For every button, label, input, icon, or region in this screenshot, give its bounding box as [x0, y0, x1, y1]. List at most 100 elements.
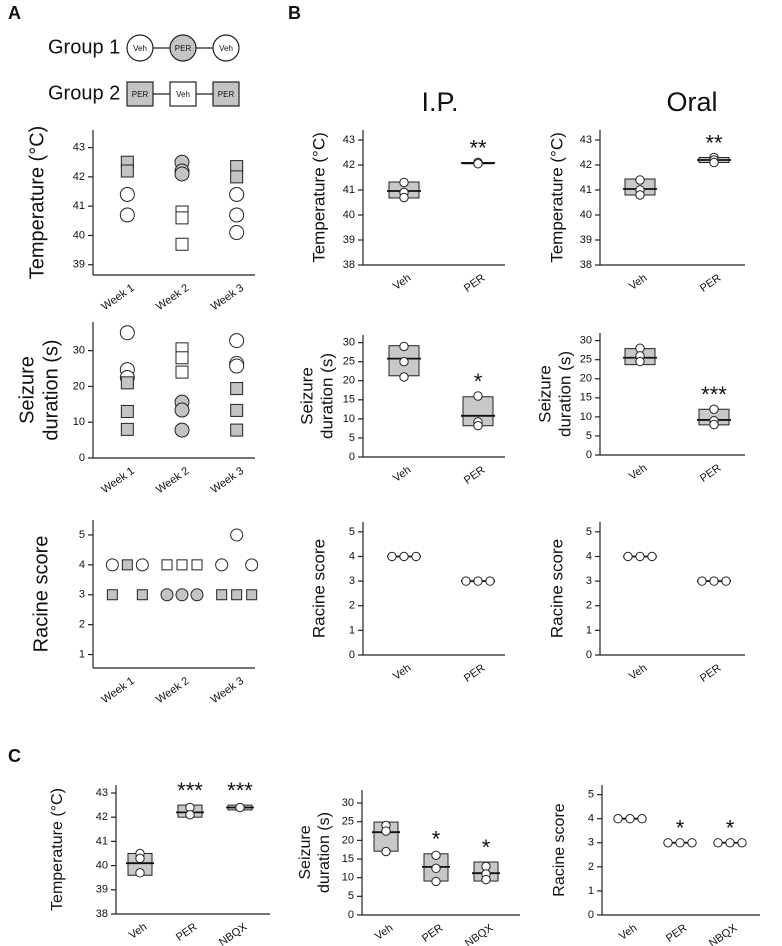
y-tick-label: 30: [73, 345, 85, 357]
point: [737, 838, 747, 848]
point: [174, 402, 190, 418]
y-tick-label: 30: [580, 335, 592, 347]
point: [230, 528, 244, 542]
point: [135, 558, 149, 572]
point: [399, 551, 409, 562]
y-tick-label: 41: [73, 200, 85, 212]
y-tick-label: 2: [349, 600, 355, 612]
y-tick-label: 42: [73, 171, 85, 183]
point: [637, 814, 647, 824]
y-tick-label: 3: [586, 575, 592, 587]
y-tick-label: 0: [349, 451, 355, 463]
point: [230, 170, 244, 184]
significance: *: [676, 816, 685, 841]
y-tick-label: 4: [79, 559, 85, 571]
point: [160, 588, 174, 602]
y-tick-label: 0: [348, 909, 354, 921]
y-tick-label: 10: [343, 413, 355, 425]
y-tick-label: 30: [343, 337, 355, 349]
point: [119, 325, 135, 341]
point: [613, 814, 623, 824]
y-tick-label: 20: [580, 373, 592, 385]
point: [387, 551, 397, 562]
point: [721, 576, 731, 586]
y-axis-label: duration (s): [317, 353, 336, 439]
y-tick-label: 43: [96, 787, 108, 799]
significance: ***: [227, 778, 253, 803]
y-tick-label: 40: [343, 209, 355, 221]
y-tick-label: 41: [96, 835, 108, 847]
y-tick-label: 43: [343, 134, 355, 146]
significance: *: [432, 827, 441, 852]
schema-step: Veh: [219, 44, 233, 53]
y-tick-label: 15: [343, 394, 355, 406]
significance: **: [705, 130, 723, 155]
y-axis-label: Racine score: [551, 803, 568, 896]
x-tick-label: Week 2: [154, 675, 191, 706]
point: [119, 207, 135, 223]
x-tick-label: NBQX: [463, 922, 496, 946]
x-tick-label: Veh: [617, 922, 639, 943]
point: [473, 159, 483, 169]
point: [161, 559, 173, 571]
panel-label: C: [8, 746, 21, 766]
y-tick-label: 5: [586, 430, 592, 442]
x-tick-label: Veh: [391, 272, 413, 293]
significance: *: [726, 816, 735, 841]
y-tick-label: 39: [343, 234, 355, 246]
significance: *: [482, 835, 491, 860]
y-tick-label: 20: [342, 834, 354, 846]
significance: ***: [177, 778, 203, 803]
x-tick-label: Veh: [391, 464, 413, 485]
point: [623, 551, 633, 562]
point: [230, 382, 244, 396]
y-tick-label: 1: [588, 885, 594, 897]
point: [647, 551, 657, 562]
point: [709, 576, 719, 586]
point: [461, 576, 471, 586]
schema-step: PER: [175, 44, 192, 53]
y-tick-label: 1: [586, 624, 592, 636]
y-tick-label: 38: [343, 259, 355, 271]
point: [136, 589, 148, 601]
point: [431, 850, 441, 860]
y-tick-label: 1: [79, 648, 85, 660]
significance: **: [469, 135, 487, 160]
y-tick-label: 2: [586, 600, 592, 612]
y-tick-label: 40: [96, 860, 108, 872]
point: [215, 558, 229, 572]
point: [635, 551, 645, 562]
point: [106, 589, 118, 601]
y-axis-label: Racine score: [30, 536, 52, 653]
y-tick-label: 39: [73, 259, 85, 271]
y-tick-label: 43: [73, 141, 85, 153]
point: [709, 419, 719, 430]
y-tick-label: 42: [580, 159, 592, 171]
y-tick-label: 5: [586, 526, 592, 538]
y-tick-label: 40: [580, 209, 592, 221]
y-axis-label: Seizure: [297, 367, 316, 425]
y-axis-label: Racine score: [309, 539, 328, 638]
y-tick-label: 2: [588, 861, 594, 873]
x-tick-label: PER: [698, 662, 723, 685]
y-tick-label: 3: [588, 837, 594, 849]
point: [120, 376, 134, 390]
y-tick-label: 5: [349, 432, 355, 444]
point: [105, 558, 119, 572]
point: [431, 863, 441, 874]
x-tick-label: Week 3: [209, 465, 246, 496]
point: [176, 559, 188, 571]
point: [635, 175, 645, 185]
schema-square: [126, 81, 154, 107]
y-tick-label: 41: [343, 184, 355, 196]
point: [725, 838, 735, 848]
point: [175, 351, 189, 365]
point: [229, 207, 245, 223]
y-axis-label: Temperature (°C): [547, 132, 566, 263]
point: [175, 237, 189, 251]
schema-step: Veh: [133, 44, 147, 53]
point: [381, 826, 391, 836]
point: [229, 358, 245, 374]
y-tick-label: 40: [73, 229, 85, 241]
point: [120, 422, 134, 436]
